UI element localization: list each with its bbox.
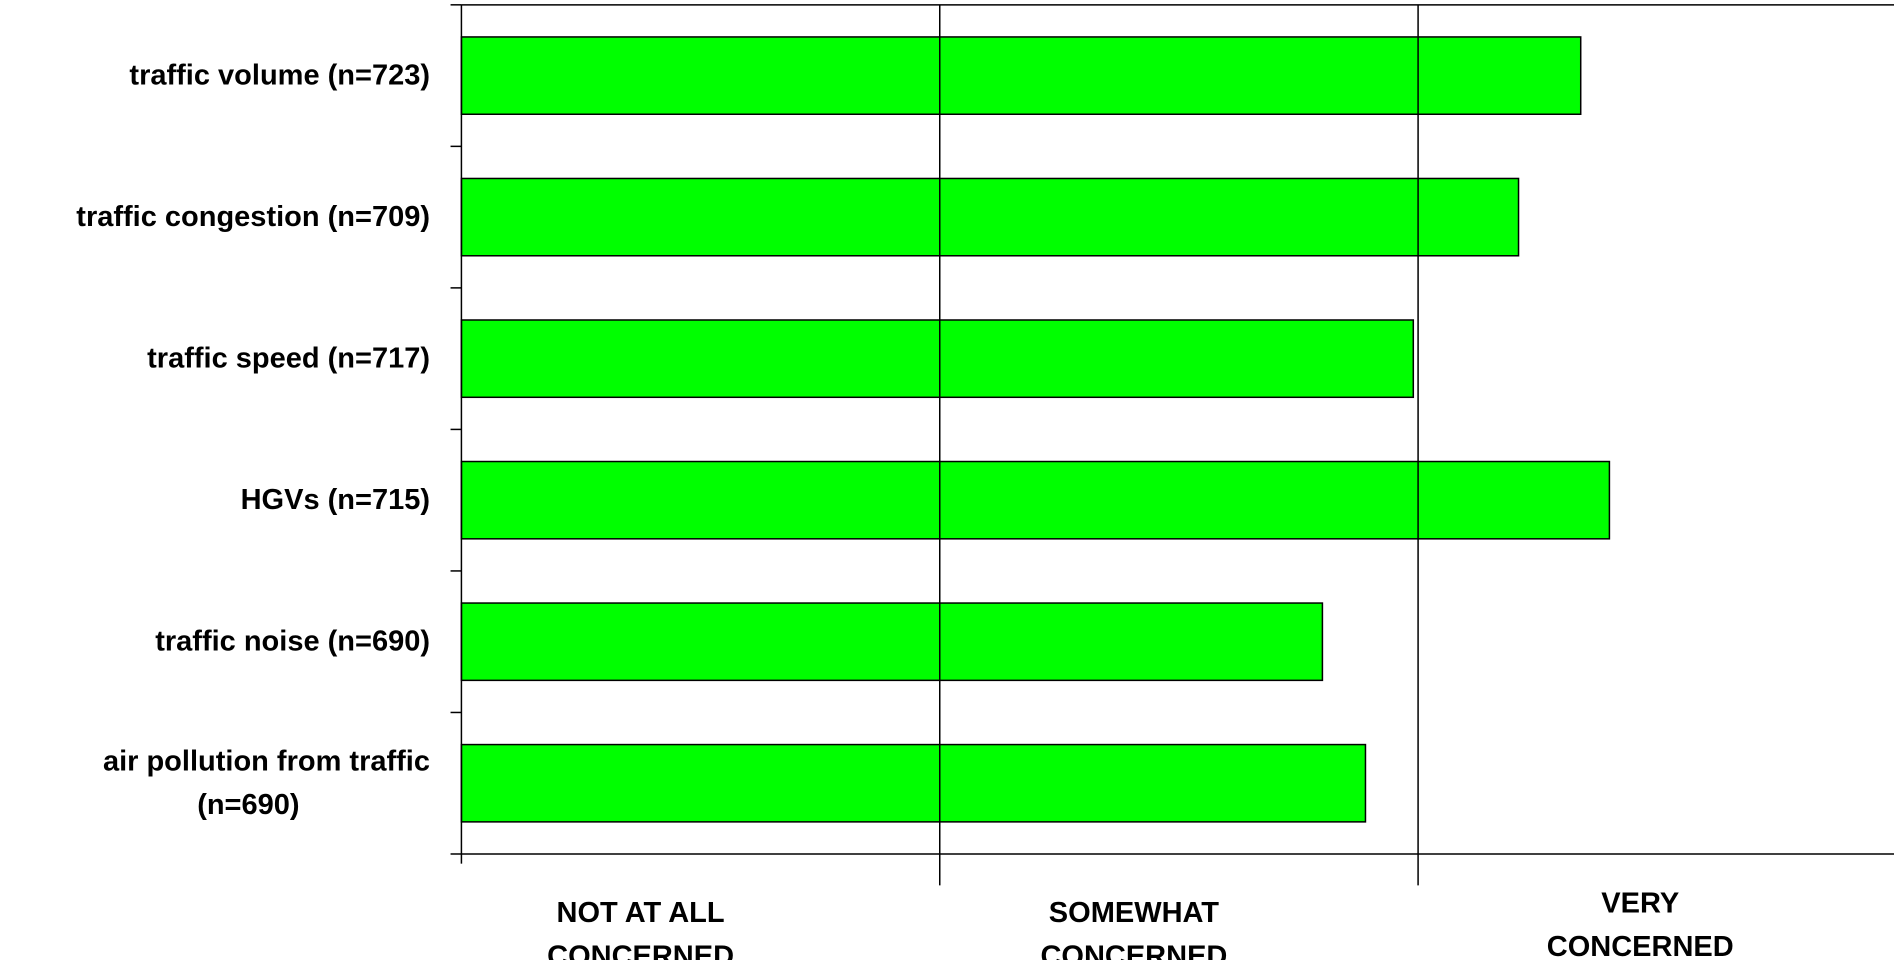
category-label-3: HGVs (n=715)	[241, 484, 430, 516]
bar-5	[460, 743, 1367, 823]
gridlines	[939, 4, 1419, 886]
bar-3	[460, 460, 1611, 540]
x-tick-label-0-line-1: CONCERNED	[547, 941, 734, 960]
category-label-0: traffic volume (n=723)	[129, 60, 430, 92]
bar-2	[460, 319, 1415, 399]
category-labels: traffic volume (n=723) traffic congestion…	[76, 60, 430, 821]
x-tick-label-2-line-0: VERY	[1601, 888, 1679, 920]
category-label-2: traffic speed (n=717)	[147, 343, 430, 375]
category-label-5-line-1: (n=690)	[197, 789, 299, 821]
bars-layer	[460, 36, 1611, 823]
x-tick-label-1-line-1: CONCERNED	[1040, 941, 1227, 960]
bar-4	[460, 602, 1324, 682]
x-tick-label-2-line-1: CONCERNED	[1547, 931, 1734, 960]
category-label-1: traffic congestion (n=709)	[76, 201, 430, 233]
category-label-5-line-0: air pollution from traffic	[103, 745, 430, 777]
bar-0	[460, 36, 1582, 115]
axes	[450, 4, 1894, 864]
x-tick-labels: NOT AT ALL CONCERNED SOMEWHAT CONCERNED VERY…	[547, 888, 1734, 960]
bar-1	[460, 177, 1520, 257]
x-tick-label-0-line-0: NOT AT ALL	[557, 897, 725, 929]
x-tick-label-1-line-0: SOMEWHAT	[1049, 897, 1220, 929]
category-label-4: traffic noise (n=690)	[155, 626, 430, 658]
